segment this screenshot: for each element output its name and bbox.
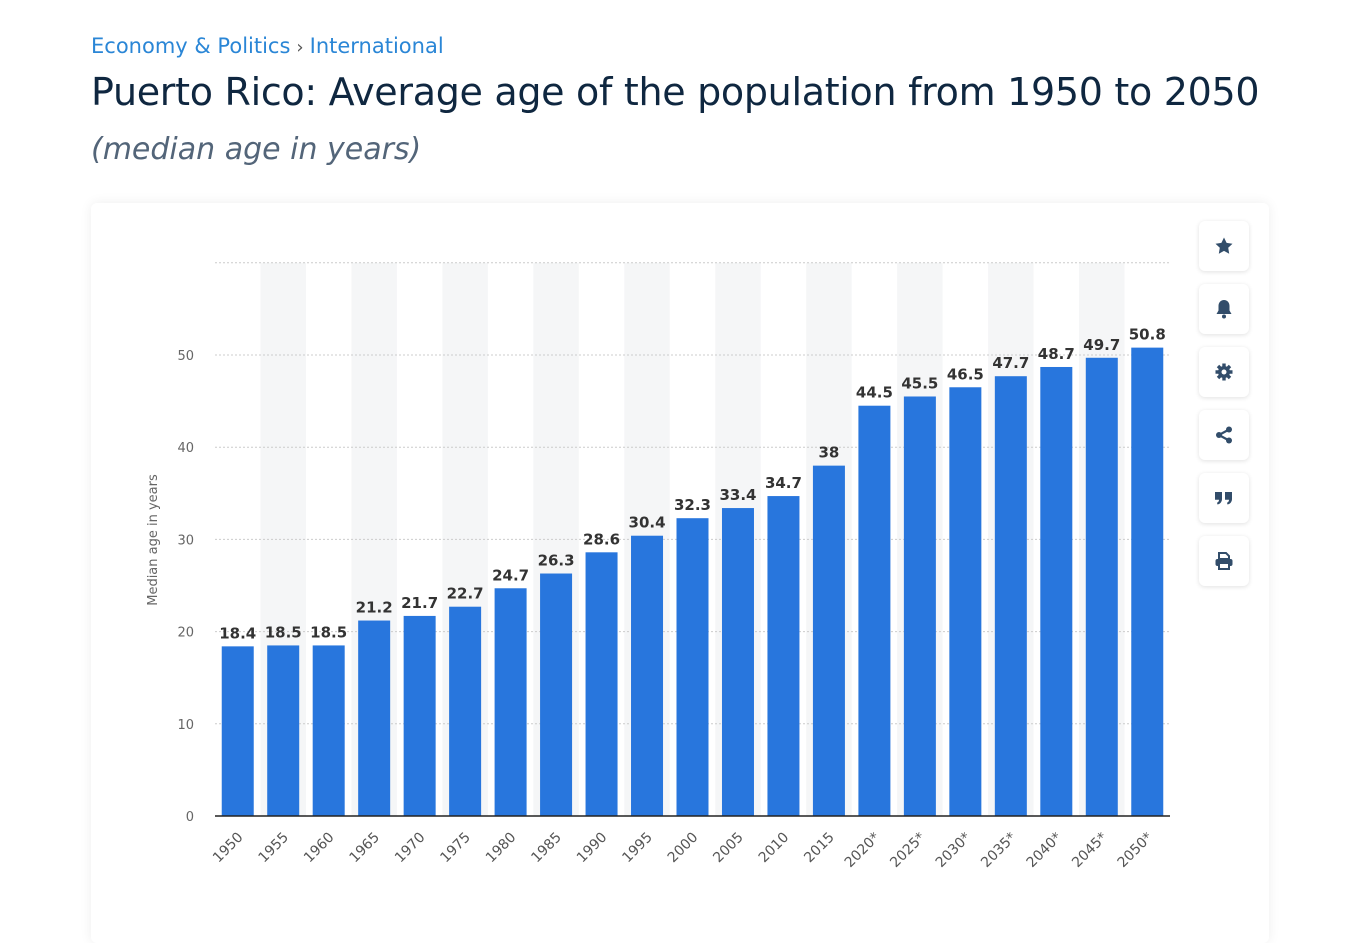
cite-button[interactable]: [1199, 473, 1249, 523]
data-label: 32.3: [674, 496, 711, 514]
x-tick-label: 1970: [392, 830, 429, 867]
x-tick-label: 1980: [483, 830, 520, 867]
breadcrumb-separator: ›: [296, 37, 304, 58]
x-tick-label: 1955: [256, 830, 293, 867]
quote-icon: [1215, 492, 1232, 505]
print-icon: [1215, 552, 1233, 570]
data-label: 26.3: [538, 552, 575, 570]
x-tick-label: 1950: [210, 830, 247, 867]
page-subtitle: (median age in years): [91, 132, 422, 167]
data-label: 45.5: [901, 374, 938, 392]
share-icon: [1216, 426, 1232, 444]
favorite-button[interactable]: [1199, 221, 1249, 271]
notification-button[interactable]: [1199, 284, 1249, 334]
data-label: 18.5: [265, 623, 302, 641]
x-tick-label: 2020*: [842, 830, 883, 871]
y-tick-label: 50: [177, 349, 194, 364]
bar: [312, 645, 345, 816]
data-label: 18.5: [310, 623, 347, 641]
bar: [812, 465, 845, 816]
data-label: 38: [818, 444, 839, 462]
bar: [267, 645, 300, 816]
bar: [903, 396, 936, 816]
data-label: 28.6: [583, 530, 620, 548]
data-label: 34.7: [765, 474, 802, 492]
star-icon: [1215, 237, 1233, 254]
x-tick-label: 1985: [528, 830, 565, 867]
x-tick-label: 2045*: [1069, 830, 1110, 871]
bell-icon: [1216, 300, 1232, 319]
data-label: 48.7: [1038, 345, 1075, 363]
data-label: 46.5: [947, 365, 984, 383]
bar: [403, 615, 436, 816]
bar: [1040, 366, 1073, 816]
y-tick-label: 20: [177, 626, 194, 641]
gear-icon: [1215, 363, 1233, 381]
data-label: 33.4: [719, 486, 756, 504]
bar: [858, 405, 891, 816]
y-axis-label: Median age in years: [146, 474, 161, 606]
bar: [631, 535, 664, 816]
x-tick-label: 2015: [801, 830, 838, 867]
y-tick-label: 40: [177, 441, 194, 456]
x-tick-label: 1960: [301, 830, 338, 867]
x-tick-label: 1975: [437, 830, 474, 867]
x-tick-label: 1995: [619, 830, 656, 867]
data-label: 50.8: [1129, 326, 1166, 344]
y-tick-label: 0: [186, 810, 194, 825]
bar: [994, 376, 1027, 816]
chart-toolbar: [1199, 221, 1249, 599]
bar: [494, 588, 527, 816]
breadcrumb-economy-politics[interactable]: Economy & Politics: [91, 34, 291, 58]
data-label: 49.7: [1083, 336, 1120, 354]
bar: [585, 552, 618, 816]
x-tick-label: 2025*: [887, 830, 928, 871]
bar: [358, 620, 391, 816]
bar: [949, 387, 982, 816]
data-label: 30.4: [629, 514, 666, 532]
x-tick-label: 2050*: [1115, 830, 1156, 871]
x-tick-label: 2035*: [978, 830, 1019, 871]
y-tick-label: 10: [177, 718, 194, 733]
bar: [676, 518, 709, 816]
breadcrumb: Economy & Politics › International: [91, 34, 444, 58]
settings-button[interactable]: [1199, 347, 1249, 397]
x-tick-label: 2010: [756, 830, 793, 867]
print-button[interactable]: [1199, 536, 1249, 586]
bar: [767, 496, 800, 816]
x-tick-label: 2005: [710, 830, 747, 867]
data-label: 44.5: [856, 384, 893, 402]
data-label: 21.7: [401, 594, 438, 612]
bar: [1131, 347, 1164, 816]
x-tick-label: 2000: [665, 830, 702, 867]
x-tick-label: 1990: [574, 830, 611, 867]
y-tick-label: 30: [177, 533, 194, 548]
breadcrumb-international[interactable]: International: [309, 34, 444, 58]
x-tick-label: 2040*: [1024, 830, 1065, 871]
data-label: 22.7: [447, 585, 484, 603]
bar: [1085, 357, 1118, 816]
bar: [221, 646, 254, 816]
x-tick-label: 1965: [346, 830, 383, 867]
data-label: 47.7: [992, 354, 1029, 372]
x-tick-label: 2030*: [933, 830, 974, 871]
bar: [449, 606, 482, 816]
page-title: Puerto Rico: Average age of the populati…: [91, 70, 1260, 114]
bar: [540, 573, 573, 816]
bar: [721, 508, 754, 816]
data-label: 18.4: [219, 624, 256, 642]
data-label: 24.7: [492, 566, 529, 584]
data-label: 21.2: [356, 599, 393, 617]
share-button[interactable]: [1199, 410, 1249, 460]
